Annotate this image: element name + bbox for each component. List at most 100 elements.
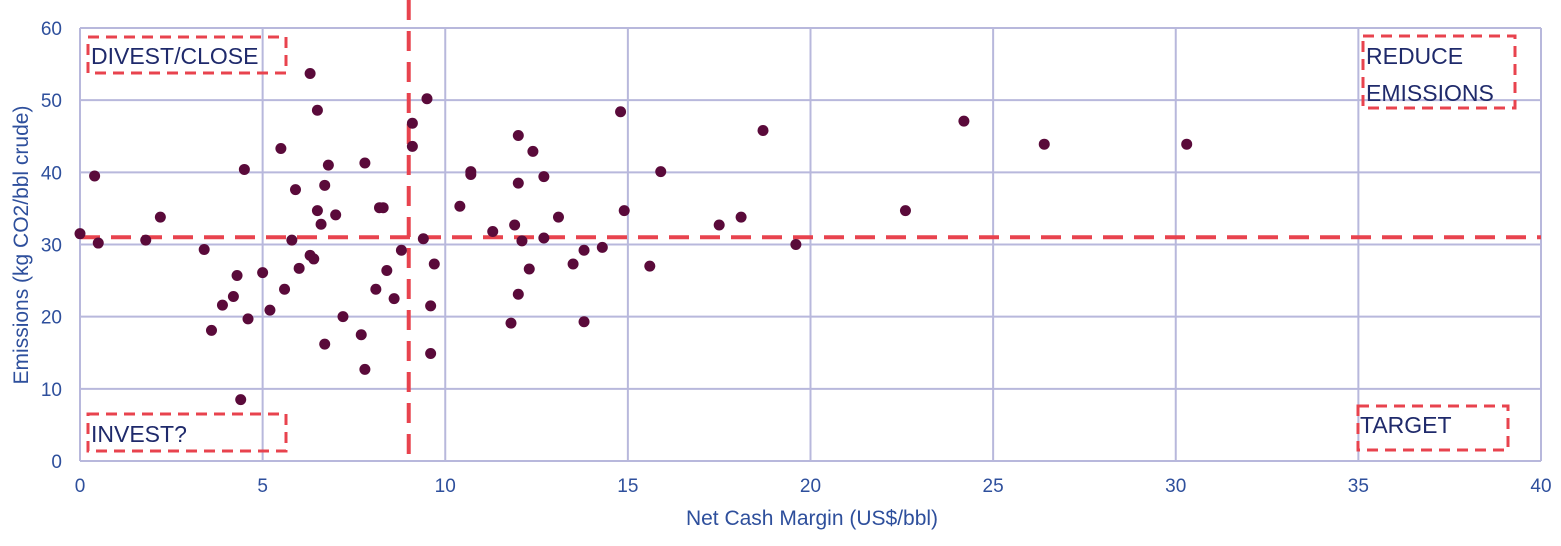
data-point [388,293,400,305]
data-point [311,104,323,116]
data-point [644,260,656,272]
data-point [527,145,539,157]
data-point [578,316,590,328]
data-point [757,124,769,136]
data-point [289,184,301,196]
data-point [337,311,349,323]
data-point [359,157,371,169]
data-point [330,209,342,221]
data-point [257,267,269,279]
data-point [567,258,579,270]
data-point [618,205,630,217]
data-point [238,163,250,175]
x-axis-title: Net Cash Margin (US$/bbl) [686,507,938,530]
data-point [406,140,418,152]
data-point [319,338,331,350]
data-point [293,262,305,274]
data-point [958,115,970,127]
data-point [140,234,152,246]
data-point [425,300,437,312]
data-point [355,329,367,341]
data-point [315,218,327,230]
data-point [275,143,287,155]
data-point [516,235,528,247]
threshold-lines [80,0,1541,461]
data-point [264,304,276,316]
data-point [406,117,418,129]
data-point [425,347,437,359]
data-point [465,168,477,180]
data-point [596,241,608,253]
y-tick-label: 20 [41,308,62,329]
data-point [242,313,254,325]
data-point [231,270,243,282]
y-tick-label: 60 [41,19,62,40]
x-tick-label: 40 [1530,476,1551,497]
data-point [216,299,228,311]
y-tick-label: 10 [41,380,62,401]
data-point [454,200,466,212]
data-point [319,179,331,191]
data-point [311,205,323,217]
data-point [421,93,433,105]
data-point [538,171,550,183]
data-point [74,228,86,240]
x-tick-label: 20 [800,476,821,497]
y-tick-label: 50 [41,91,62,112]
data-point [395,244,407,256]
y-tick-labels: 0 10 20 30 40 50 60 [41,19,62,473]
data-point [205,324,217,336]
data-point [154,211,166,223]
data-point [512,130,524,142]
data-points [74,67,1193,406]
data-point [428,258,440,270]
quadrant-label-reduce-emissions: REDUCE [1366,43,1463,69]
x-tick-label: 25 [983,476,1004,497]
x-tick-label: 35 [1348,476,1369,497]
data-point [523,263,535,275]
data-point [198,244,210,256]
data-point [578,244,590,256]
quadrant-label-divest-close-box [86,35,288,75]
data-point [279,283,291,295]
data-point [655,166,667,178]
data-point [92,237,104,249]
x-tick-label: 30 [1165,476,1186,497]
data-point [89,170,101,182]
data-point [377,202,389,214]
data-point [370,283,382,295]
data-point [713,219,725,231]
x-tick-labels: 0 5 10 15 20 25 30 35 40 [75,476,1552,497]
data-point [1181,138,1193,150]
data-point [790,239,802,250]
data-point [308,253,320,265]
data-point [286,234,298,246]
data-point [735,211,747,223]
y-axis-title: Emissions (kg CO2/bbl crude) [10,106,33,385]
x-tick-label: 5 [257,476,268,497]
quadrant-label-target-box [1356,404,1510,452]
data-point [509,219,521,231]
y-tick-label: 40 [41,163,62,184]
data-point [381,264,393,276]
data-point [235,394,247,406]
y-tick-label: 30 [41,236,62,257]
quadrant-label-reduce-emissions-box [1361,34,1517,110]
quadrant-label-target: TARGET [1360,412,1452,438]
data-point [899,205,911,217]
x-tick-label: 0 [75,476,86,497]
data-point [322,159,334,171]
data-point [487,226,499,238]
grid-lines [79,27,1542,462]
data-point [359,363,371,375]
x-tick-label: 15 [617,476,638,497]
x-tick-label: 10 [435,476,456,497]
data-point [615,106,627,118]
y-tick-label: 0 [51,452,62,473]
quadrant-label-divest-close: DIVEST/CLOSE [91,43,258,69]
data-point [512,288,524,300]
data-point [227,290,239,302]
data-point [417,233,429,245]
data-point [538,232,550,244]
